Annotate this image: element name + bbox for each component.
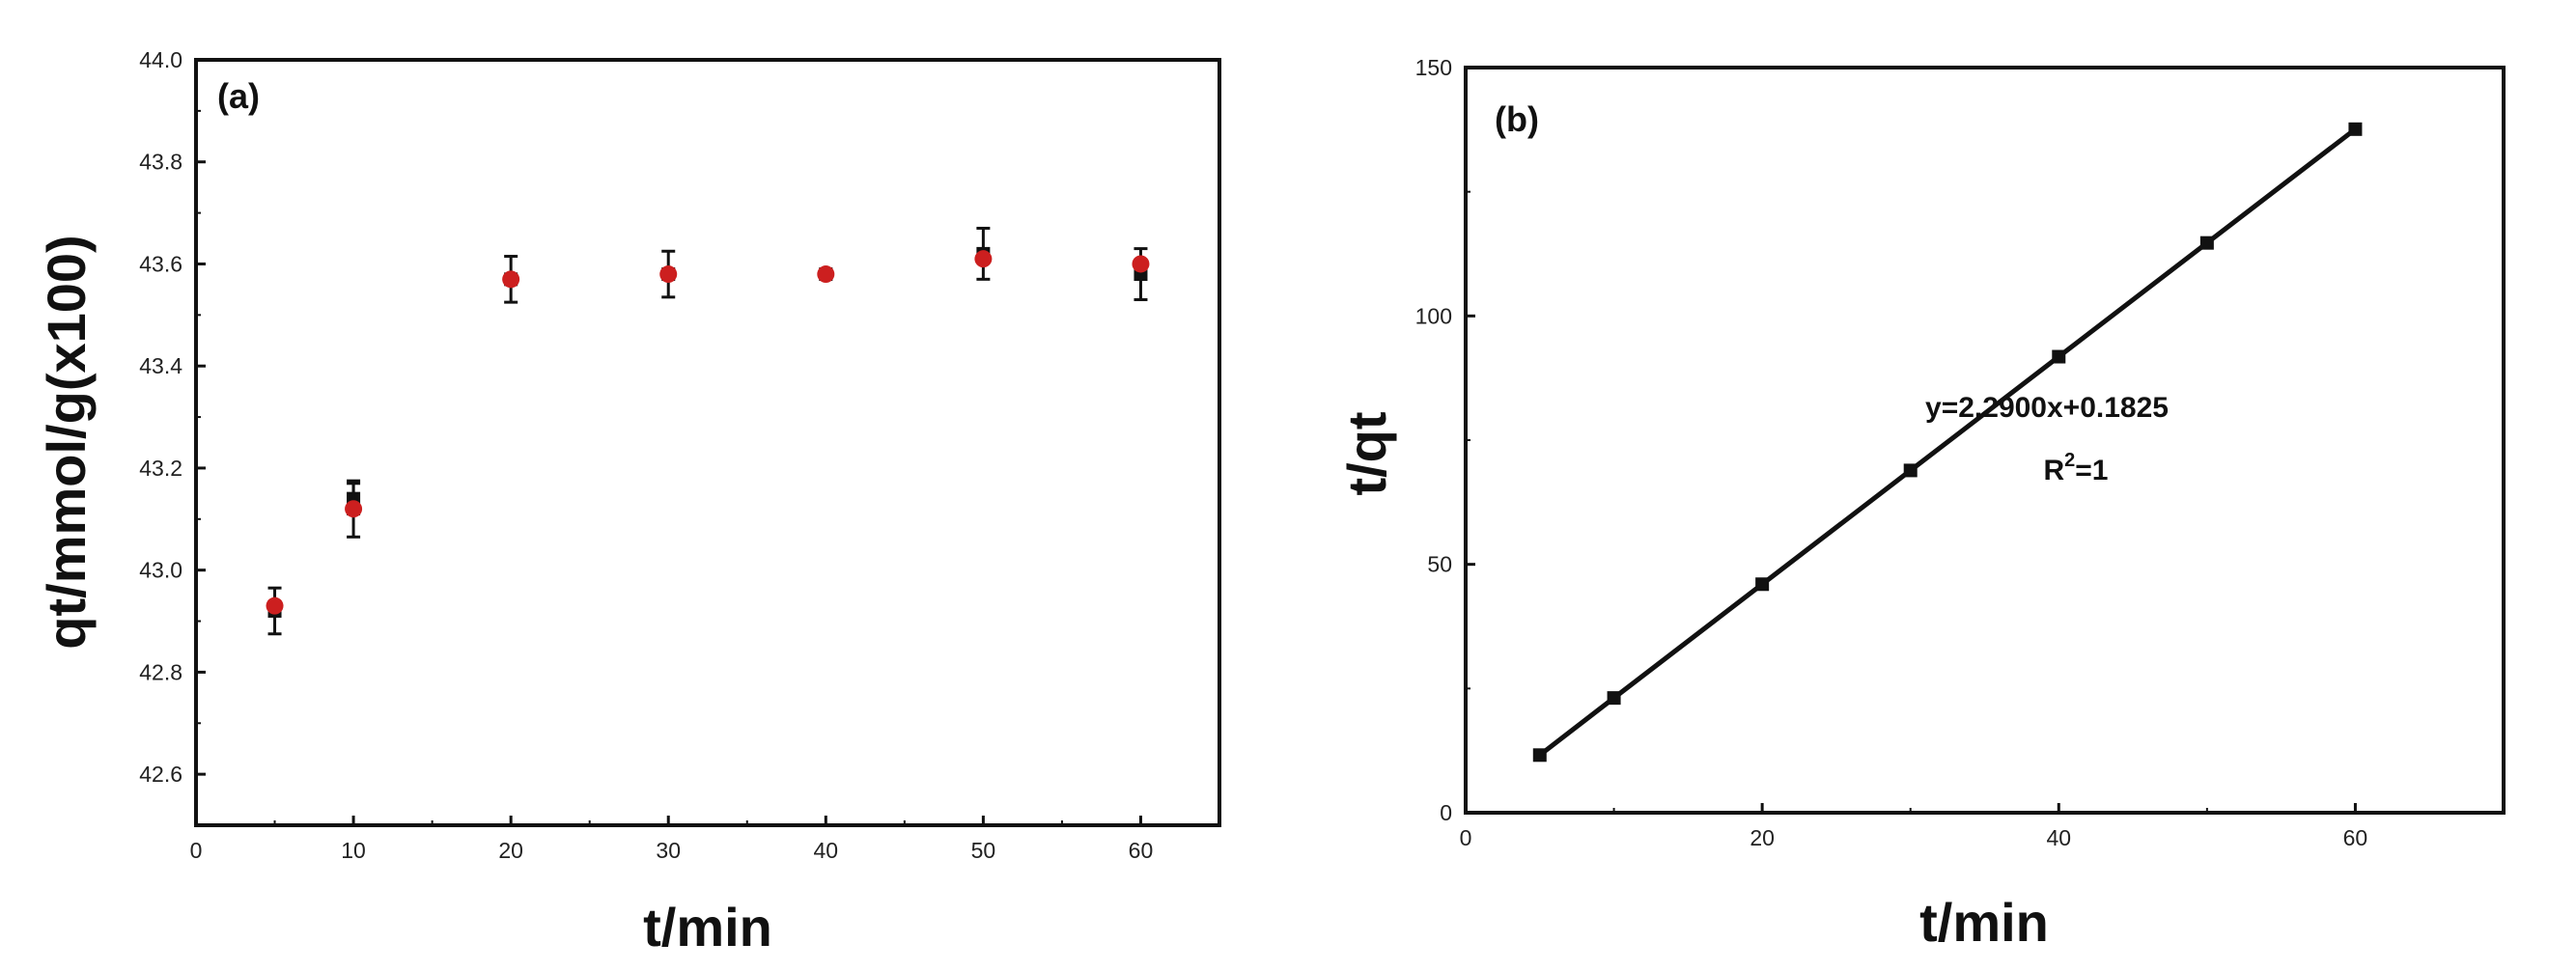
data-point-circle xyxy=(266,596,284,615)
x-tick-label: 50 xyxy=(971,838,996,863)
x-tick-label: 0 xyxy=(190,838,203,863)
y-tick-label: 43.4 xyxy=(139,353,182,378)
data-point-square xyxy=(1755,577,1770,592)
data-point-square xyxy=(1532,748,1547,763)
x-tick-label: 0 xyxy=(1460,825,1472,850)
x-axis-title-a: t/min xyxy=(643,897,772,957)
y-tick-label: 43.8 xyxy=(139,150,182,175)
y-tick-label: 150 xyxy=(1415,55,1452,80)
data-point-square xyxy=(2199,236,2214,250)
tick-group-b: 0 20 40 60 0 50 100 150 xyxy=(1415,55,2368,850)
data-point-square xyxy=(1607,691,1621,706)
data-point-square xyxy=(2348,122,2363,136)
y-tick-label: 100 xyxy=(1415,303,1452,328)
y-tick-label: 43.2 xyxy=(139,456,182,481)
tick-group-a: 0 10 20 30 40 50 60 42.6 42.8 43.0 43.2 43.4 43.6 43.… xyxy=(139,47,1153,863)
data-point-circle xyxy=(1132,255,1150,273)
y-tick-label: 43.0 xyxy=(139,558,182,583)
x-tick-label: 40 xyxy=(2046,825,2071,850)
panel-label-b: (b) xyxy=(1495,99,1539,139)
y-axis-title-b: t/qt xyxy=(1336,411,1397,495)
series-line xyxy=(1538,126,2357,758)
panel-b: (b) 0 20 40 60 0 50 100 150 t/min t/qt y=2.2900… xyxy=(1336,55,2506,953)
plot-frame-b xyxy=(1464,66,2506,815)
r-squared-suffix: =1 xyxy=(2075,455,2108,486)
x-axis-title-b: t/min xyxy=(1919,892,2049,953)
x-tick-label: 60 xyxy=(1129,838,1154,863)
y-tick-label: 44.0 xyxy=(139,47,182,72)
data-point-circle xyxy=(502,270,520,289)
x-tick-label: 10 xyxy=(341,838,366,863)
marks-group-a xyxy=(266,226,1150,636)
x-tick-label: 20 xyxy=(498,838,523,863)
x-tick-label: 30 xyxy=(656,838,681,863)
y-tick-label: 42.6 xyxy=(139,762,182,787)
r-squared-sup: 2 xyxy=(2064,450,2075,471)
data-point-circle xyxy=(345,500,363,518)
x-tick-label: 60 xyxy=(2343,825,2368,850)
marks-group-b xyxy=(1532,122,2363,763)
y-tick-label: 43.6 xyxy=(139,251,182,276)
panel-label-a: (a) xyxy=(217,76,260,116)
x-tick-label: 40 xyxy=(814,838,839,863)
data-point-square xyxy=(2052,349,2066,364)
data-point-circle xyxy=(817,265,835,284)
r-squared: R2=1 xyxy=(2043,450,2108,486)
data-point-square xyxy=(1903,463,1918,478)
fit-equation: y=2.2900x+0.1825 xyxy=(1925,392,2169,424)
data-point-circle xyxy=(659,265,678,284)
y-tick-label: 0 xyxy=(1440,800,1452,825)
r-squared-prefix: R xyxy=(2043,455,2064,486)
plot-frame-a xyxy=(194,58,1221,827)
panel-a: (a) 0 10 20 30 40 50 60 42.6 42.8 43.0 43.2 43.4 43.… xyxy=(36,47,1221,957)
y-axis-title-a: qt/mmol/g(x100) xyxy=(36,235,97,649)
y-tick-label: 42.8 xyxy=(139,659,182,684)
data-point-circle xyxy=(974,250,993,268)
x-tick-label: 20 xyxy=(1750,825,1775,850)
y-tick-label: 50 xyxy=(1427,552,1452,577)
